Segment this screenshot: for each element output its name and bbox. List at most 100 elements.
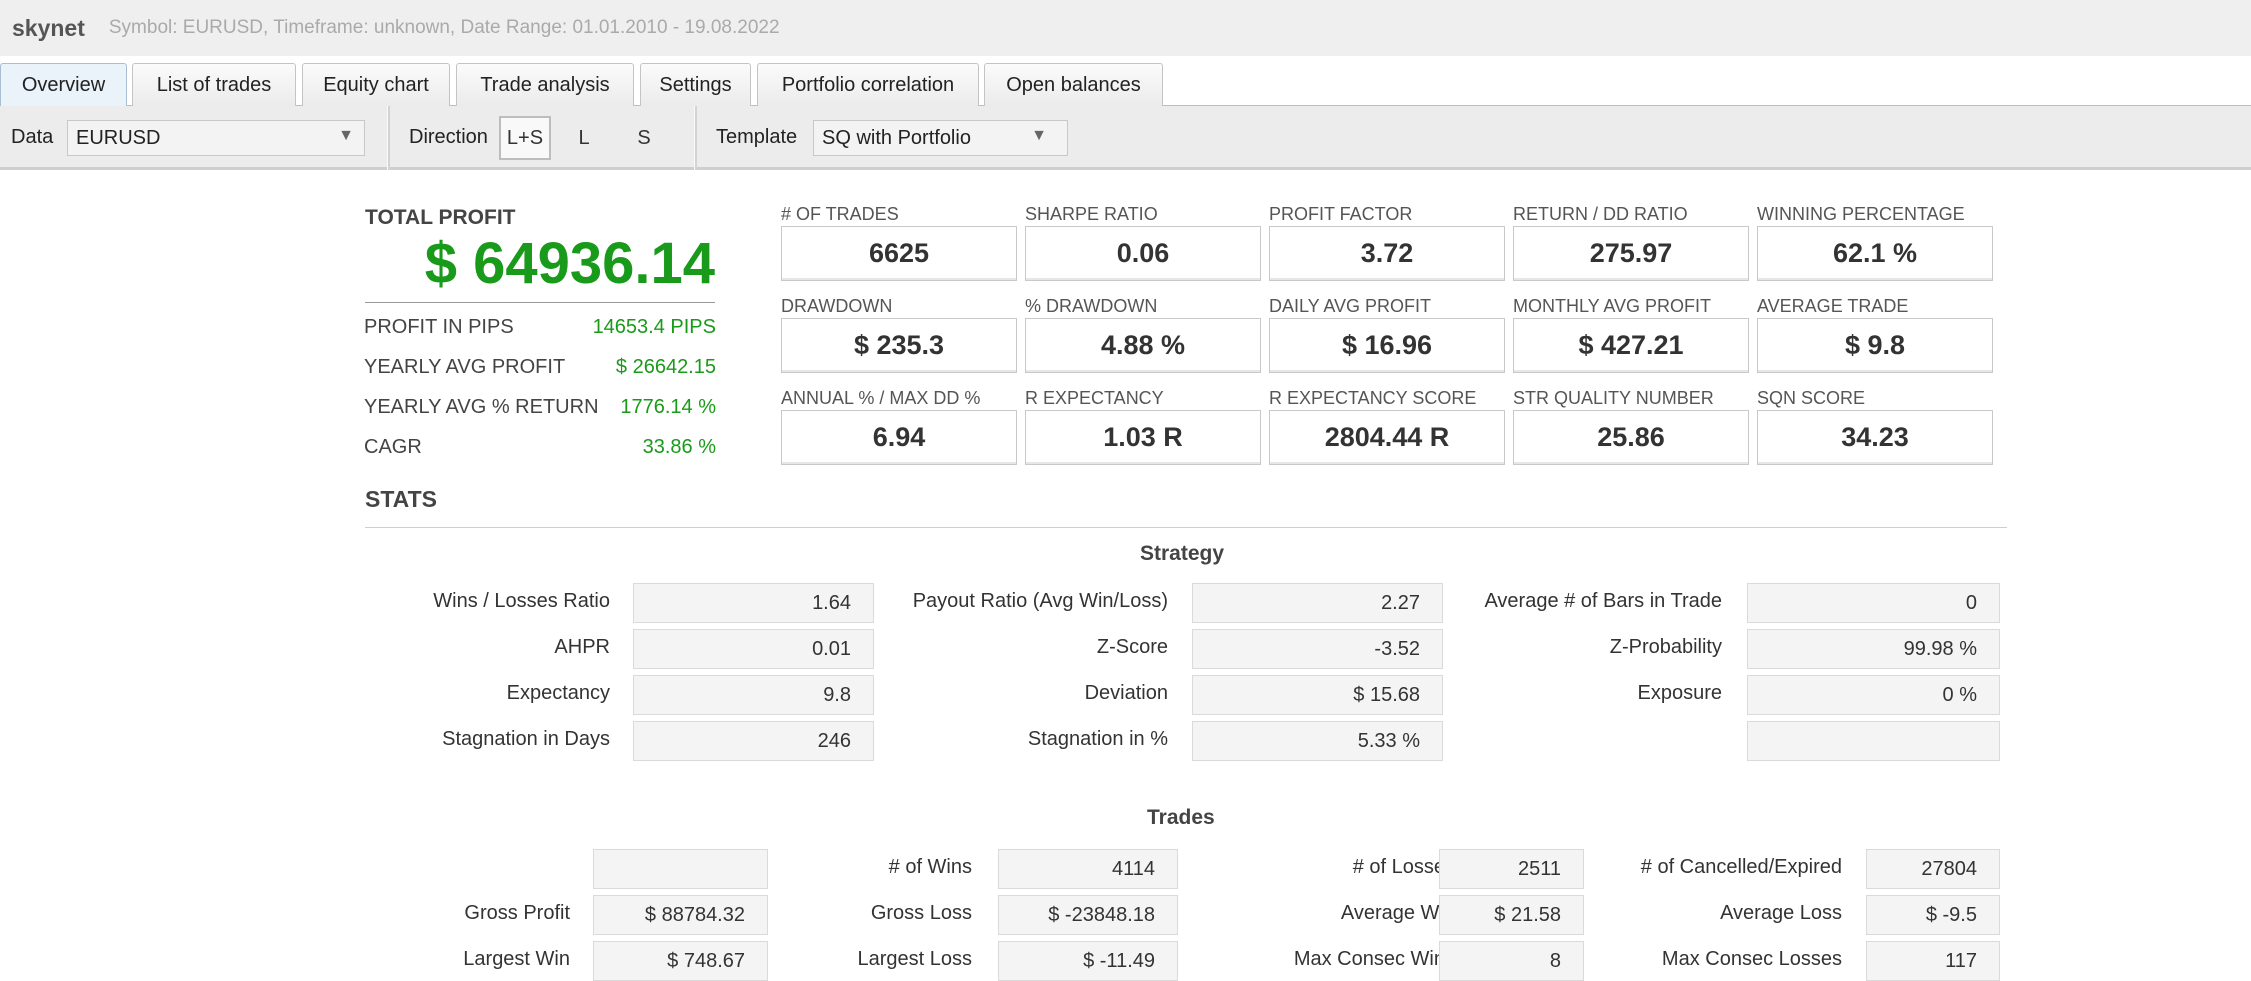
stat-value: 0 % [1747,675,2000,715]
stat-label: Wins / Losses Ratio [433,590,610,612]
profit-detail-value: 14653.4 PIPS [592,316,716,338]
data-select-value: EURUSD [76,126,161,149]
stat-label: Exposure [1637,682,1723,704]
metric-value: 4.88 % [1025,318,1261,373]
metric-card: % DRAWDOWN 4.88 % [1025,296,1261,388]
stat-value: 99.98 % [1747,629,2000,669]
metric-card: AVERAGE TRADE $ 9.8 [1757,296,1993,388]
separator [387,106,390,170]
profit-detail-value: 33.86 % [642,436,716,458]
template-select[interactable]: SQ with Portfolio ▼ [813,120,1068,156]
stat-label: Average # of Bars in Trade [1484,590,1722,612]
app-name: skynet [12,14,85,41]
divider [365,527,2007,528]
stat-value: 0.01 [633,629,874,669]
strategy-title: Strategy [1140,542,1225,565]
tab-overview[interactable]: Overview [0,63,127,107]
metric-value: $ 9.8 [1757,318,1993,373]
stat-value: 9.8 [633,675,874,715]
metric-value: $ 235.3 [781,318,1017,373]
stat-label: Stagnation in % [1027,728,1168,750]
stat-label: Largest Win [463,948,570,970]
stat-label: Z-Score [1096,636,1168,658]
metric-value: 6.94 [781,410,1017,465]
stat-value: 4114 [998,849,1178,889]
direction-s-button[interactable]: S [637,126,651,149]
title-bar: skynet Symbol: EURUSD, Timeframe: unknow… [0,0,2251,56]
metric-card: SQN SCORE 34.23 [1757,388,1993,480]
metric-card: RETURN / DD RATIO 275.97 [1513,204,1749,296]
metric-label: % DRAWDOWN [1025,296,1158,316]
metric-label: AVERAGE TRADE [1757,296,1909,316]
profit-detail-value: 1776.14 % [620,396,716,418]
stat-value: $ 21.58 [1439,895,1584,935]
metric-card: DRAWDOWN $ 235.3 [781,296,1017,388]
metric-value: 2804.44 R [1269,410,1505,465]
stat-label: Largest Loss [857,948,972,970]
metric-card: ANNUAL % / MAX DD % 6.94 [781,388,1017,480]
metric-label: SQN SCORE [1757,388,1866,408]
stat-value: 1.64 [633,583,874,623]
stat-value: 27804 [1866,849,2000,889]
tab-settings[interactable]: Settings [640,63,751,106]
stat-label: Z-Probability [1609,636,1722,658]
stat-value: 246 [633,721,874,761]
profit-detail-label: CAGR [364,436,422,458]
stat-label: Max Consec Wins [1293,948,1455,970]
metric-value: 6625 [781,226,1017,281]
stat-value: $ -9.5 [1866,895,2000,935]
divider [365,302,715,303]
direction-label: Direction [409,126,488,148]
stat-label: AHPR [554,636,610,658]
tab-trade-analysis[interactable]: Trade analysis [456,63,634,106]
separator [694,106,697,170]
tab-equity-chart[interactable]: Equity chart [302,63,450,106]
profit-detail-row: PROFIT IN PIPS 14653.4 PIPS [364,316,716,346]
profit-detail-row: CAGR 33.86 % [364,436,716,466]
metric-label: RETURN / DD RATIO [1513,204,1688,224]
stats-title: STATS [365,486,437,512]
stat-label: Average Win [1340,902,1455,924]
metric-label: R EXPECTANCY [1025,388,1164,408]
tab-portfolio-correlation[interactable]: Portfolio correlation [757,63,979,106]
tab-open-balances[interactable]: Open balances [984,63,1163,106]
chevron-down-icon: ▼ [1031,127,1047,144]
profit-detail-row: YEARLY AVG PROFIT $ 26642.15 [364,356,716,386]
metric-label: STR QUALITY NUMBER [1513,388,1714,408]
stat-value: $ 15.68 [1192,675,1443,715]
metric-card: DAILY AVG PROFIT $ 16.96 [1269,296,1505,388]
metric-value: 0.06 [1025,226,1261,281]
tab-list-of-trades[interactable]: List of trades [132,63,296,106]
data-select[interactable]: EURUSD ▼ [67,120,365,156]
metric-label: R EXPECTANCY SCORE [1269,388,1477,408]
stat-value: 0 [1747,583,2000,623]
stat-value: $ 748.67 [593,941,768,981]
profit-detail-label: YEARLY AVG % RETURN [364,396,599,418]
metric-value: $ 16.96 [1269,318,1505,373]
stat-value: 8 [1439,941,1584,981]
metric-value: 3.72 [1269,226,1505,281]
stat-label: # of Losses [1352,856,1455,878]
template-label: Template [716,126,798,148]
stat-label: Payout Ratio (Avg Win/Loss) [912,590,1168,612]
template-select-value: SQ with Portfolio [822,126,971,149]
stat-label: # of Wins [888,856,972,878]
metric-label: DRAWDOWN [781,296,893,316]
metric-card: SHARPE RATIO 0.06 [1025,204,1261,296]
direction-ls-button[interactable]: L+S [499,116,551,160]
metric-label: # OF TRADES [781,204,899,224]
metric-card: PROFIT FACTOR 3.72 [1269,204,1505,296]
metric-card: R EXPECTANCY SCORE 2804.44 R [1269,388,1505,480]
metric-label: MONTHLY AVG PROFIT [1513,296,1712,316]
stat-label: Gross Profit [464,902,570,924]
metric-card: MONTHLY AVG PROFIT $ 427.21 [1513,296,1749,388]
metric-value: 1.03 R [1025,410,1261,465]
direction-l-button[interactable]: L [578,126,590,149]
profit-detail-row: YEARLY AVG % RETURN 1776.14 % [364,396,716,426]
metric-label: PROFIT FACTOR [1269,204,1413,224]
metric-label: WINNING PERCENTAGE [1757,204,1965,224]
filter-bar: Data EURUSD ▼ Direction L+S L S Template… [0,106,2251,170]
metric-card: WINNING PERCENTAGE 62.1 % [1757,204,1993,296]
stat-value [593,849,768,889]
chevron-down-icon: ▼ [338,127,354,144]
